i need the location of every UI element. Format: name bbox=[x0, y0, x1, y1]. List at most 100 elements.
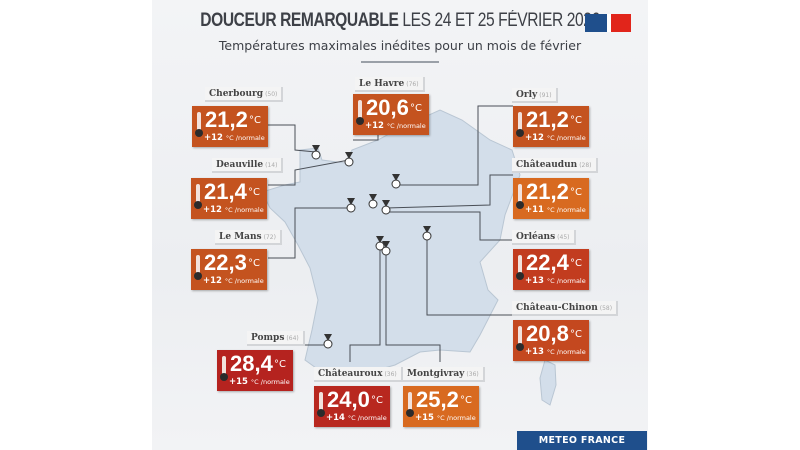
temperature-box: 21,2 °C +12 °C /normale bbox=[192, 106, 268, 147]
anomaly: +15 °C /normale bbox=[229, 377, 290, 387]
station-label: Pomps (64) bbox=[247, 331, 305, 346]
station-dept: (36) bbox=[384, 371, 397, 378]
anomaly: +12 °C /normale bbox=[525, 133, 586, 143]
temperature-value: 21,2 bbox=[526, 179, 569, 204]
station-marker-icon bbox=[344, 152, 354, 167]
anomaly: +11 °C /normale bbox=[525, 205, 586, 215]
station-label: Le Havre (76) bbox=[355, 77, 425, 92]
station-label: Orléans (45) bbox=[512, 230, 576, 245]
page-title: DOUCEUR REMARQUABLE LES 24 ET 25 FÉVRIER… bbox=[200, 10, 600, 31]
station-dept: (28) bbox=[579, 162, 592, 169]
station-dept: (36) bbox=[466, 371, 479, 378]
temperature-value: 24,0 bbox=[327, 387, 370, 412]
station-dept: (64) bbox=[286, 335, 299, 342]
station-dept: (76) bbox=[406, 81, 419, 88]
temperature-box: 25,2 °C +15 °C /normale bbox=[403, 386, 479, 427]
temperature-value: 20,8 bbox=[526, 321, 569, 346]
temperature-value: 21,4 bbox=[204, 179, 247, 204]
temperature-unit: °C bbox=[274, 359, 286, 370]
anomaly: +12 °C /normale bbox=[365, 121, 426, 131]
temperature-unit: °C bbox=[460, 395, 472, 406]
station-name: Montgivray bbox=[407, 369, 465, 379]
corsica bbox=[539, 359, 557, 406]
anomaly: +13 °C /normale bbox=[525, 347, 586, 357]
station-dept: (72) bbox=[263, 234, 276, 241]
republique-francaise-logo bbox=[585, 14, 631, 32]
station-name: Châteauroux bbox=[318, 369, 383, 379]
station-marker-icon bbox=[422, 226, 432, 241]
temperature-unit: °C bbox=[410, 103, 422, 114]
anomaly: +13 °C /normale bbox=[525, 276, 586, 286]
temperature-value: 22,3 bbox=[204, 250, 247, 275]
station-marker-icon bbox=[391, 174, 401, 189]
station-name: Le Mans bbox=[219, 232, 262, 242]
station-name: Le Havre bbox=[359, 79, 405, 89]
temperature-box: 22,3 °C +12 °C /normale bbox=[191, 249, 267, 290]
thermometer-icon bbox=[516, 255, 524, 280]
thermometer-icon bbox=[194, 184, 202, 209]
temperature-unit: °C bbox=[371, 395, 383, 406]
station-dept: (45) bbox=[557, 234, 570, 241]
temperature-box: 28,4 °C +15 °C /normale bbox=[217, 350, 293, 391]
anomaly: +15 °C /normale bbox=[415, 413, 476, 423]
temperature-value: 20,6 bbox=[366, 95, 409, 120]
station-label: Cherbourg (50) bbox=[205, 87, 284, 102]
station-name: Deauville bbox=[216, 160, 264, 170]
temperature-box: 21,2 °C +11 °C /normale bbox=[513, 178, 589, 219]
temperature-unit: °C bbox=[570, 258, 582, 269]
station-label: Montgivray (36) bbox=[403, 367, 485, 382]
station-name: Cherbourg bbox=[209, 89, 264, 99]
title-divider bbox=[361, 61, 439, 63]
temperature-box: 20,8 °C +13 °C /normale bbox=[513, 320, 589, 361]
thermometer-icon bbox=[195, 112, 203, 137]
station-marker-icon bbox=[381, 241, 391, 256]
station-name: Orléans bbox=[516, 232, 556, 242]
station-label: Deauville (14) bbox=[212, 158, 284, 173]
station-marker-icon bbox=[368, 194, 378, 209]
station-name: Châteaudun bbox=[516, 160, 578, 170]
thermometer-icon bbox=[406, 392, 414, 417]
temperature-value: 25,2 bbox=[416, 387, 459, 412]
station-markers bbox=[311, 145, 432, 349]
station-name: Orly bbox=[516, 90, 538, 100]
station-label: Châteauroux (36) bbox=[314, 367, 403, 382]
meteo-france-banner: METEO FRANCE bbox=[517, 431, 647, 450]
temperature-unit: °C bbox=[570, 329, 582, 340]
temperature-box: 20,6 °C +12 °C /normale bbox=[353, 94, 429, 135]
thermometer-icon bbox=[220, 356, 228, 381]
thermometer-icon bbox=[516, 112, 524, 137]
page-subtitle: Températures maximales inédites pour un … bbox=[218, 38, 582, 53]
anomaly: +14 °C /normale bbox=[326, 413, 387, 423]
temperature-box: 24,0 °C +14 °C /normale bbox=[314, 386, 390, 427]
thermometer-icon bbox=[516, 184, 524, 209]
temperature-box: 21,4 °C +12 °C /normale bbox=[191, 178, 267, 219]
temperature-box: 22,4 °C +13 °C /normale bbox=[513, 249, 589, 290]
station-name: Château-Chinon bbox=[516, 303, 598, 313]
station-label: Châteaudun (28) bbox=[512, 158, 598, 173]
anomaly: +12 °C /normale bbox=[203, 205, 264, 215]
thermometer-icon bbox=[317, 392, 325, 417]
station-name: Pomps bbox=[251, 333, 285, 343]
station-marker-icon bbox=[346, 198, 356, 213]
temperature-unit: °C bbox=[248, 187, 260, 198]
station-dept: (50) bbox=[265, 91, 278, 98]
temperature-value: 21,2 bbox=[526, 107, 569, 132]
station-dept: (91) bbox=[539, 92, 552, 99]
station-label: Orly (91) bbox=[512, 88, 558, 103]
station-dept: (14) bbox=[265, 162, 278, 169]
thermometer-icon bbox=[516, 326, 524, 351]
station-marker-icon bbox=[323, 334, 333, 349]
thermometer-icon bbox=[194, 255, 202, 280]
temperature-box: 21,2 °C +12 °C /normale bbox=[513, 106, 589, 147]
station-marker-icon bbox=[311, 145, 321, 160]
temperature-unit: °C bbox=[249, 115, 261, 126]
station-label: Château-Chinon (58) bbox=[512, 301, 619, 316]
temperature-unit: °C bbox=[248, 258, 260, 269]
anomaly: +12 °C /normale bbox=[204, 133, 265, 143]
anomaly: +12 °C /normale bbox=[203, 276, 264, 286]
thermometer-icon bbox=[356, 100, 364, 125]
station-label: Le Mans (72) bbox=[215, 230, 282, 245]
temperature-unit: °C bbox=[570, 187, 582, 198]
station-marker-icon bbox=[381, 200, 391, 215]
